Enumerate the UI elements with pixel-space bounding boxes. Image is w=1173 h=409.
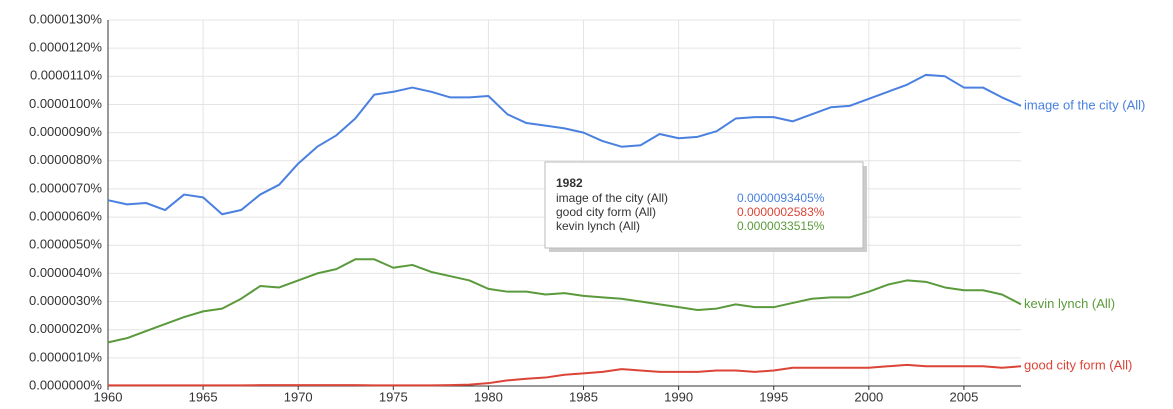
y-tick-label: 0.0000050% [29, 237, 102, 252]
tooltip-value: 0.0000033515% [737, 219, 825, 233]
y-tick-label: 0.0000030% [29, 293, 102, 308]
y-tick-label: 0.0000000% [29, 377, 102, 392]
x-tick-label: 1975 [379, 389, 408, 404]
x-tick-label: 1990 [664, 389, 693, 404]
tooltip-year: 1982 [556, 176, 583, 190]
series-line [107, 258, 1022, 344]
x-tick-label: 1985 [569, 389, 598, 404]
x-tick-label: 1965 [189, 389, 218, 404]
series-label: good city form (All) [1024, 358, 1132, 373]
x-tick-label: 1980 [474, 389, 503, 404]
x-tick-label: 1960 [94, 389, 123, 404]
y-tick-label: 0.0000110% [30, 68, 102, 83]
tooltip-value: 0.0000093405% [737, 191, 825, 205]
y-tick-label: 0.0000090% [29, 124, 102, 139]
tooltip-value: 0.0000002583% [737, 205, 825, 219]
series-line [108, 363, 1022, 387]
y-tick-label: 0.0000080% [29, 152, 102, 167]
y-tick-label: 0.0000120% [29, 40, 102, 55]
y-tick-label: 0.0000130% [29, 11, 102, 26]
y-tick-label: 0.0000020% [29, 321, 102, 336]
y-tick-label: 0.0000100% [29, 96, 102, 111]
tooltip-box [544, 161, 864, 249]
tooltip-name: good city form (All) [556, 205, 656, 219]
y-tick-label: 0.0000040% [29, 265, 102, 280]
x-tick-label: 1970 [284, 389, 313, 404]
x-tick-label: 1995 [759, 389, 788, 404]
series-line [107, 73, 1022, 216]
y-tick-label: 0.0000070% [29, 180, 102, 195]
series-label: kevin lynch (All) [1024, 296, 1115, 311]
series-label: image of the city (All) [1024, 97, 1145, 112]
x-tick-label: 2005 [949, 389, 978, 404]
tooltip-name: image of the city (All) [556, 191, 668, 205]
x-tick-label: 2000 [854, 389, 883, 404]
y-tick-label: 0.0000060% [29, 209, 102, 224]
tooltip-name: kevin lynch (All) [556, 219, 640, 233]
y-tick-label: 0.0000010% [29, 349, 102, 364]
